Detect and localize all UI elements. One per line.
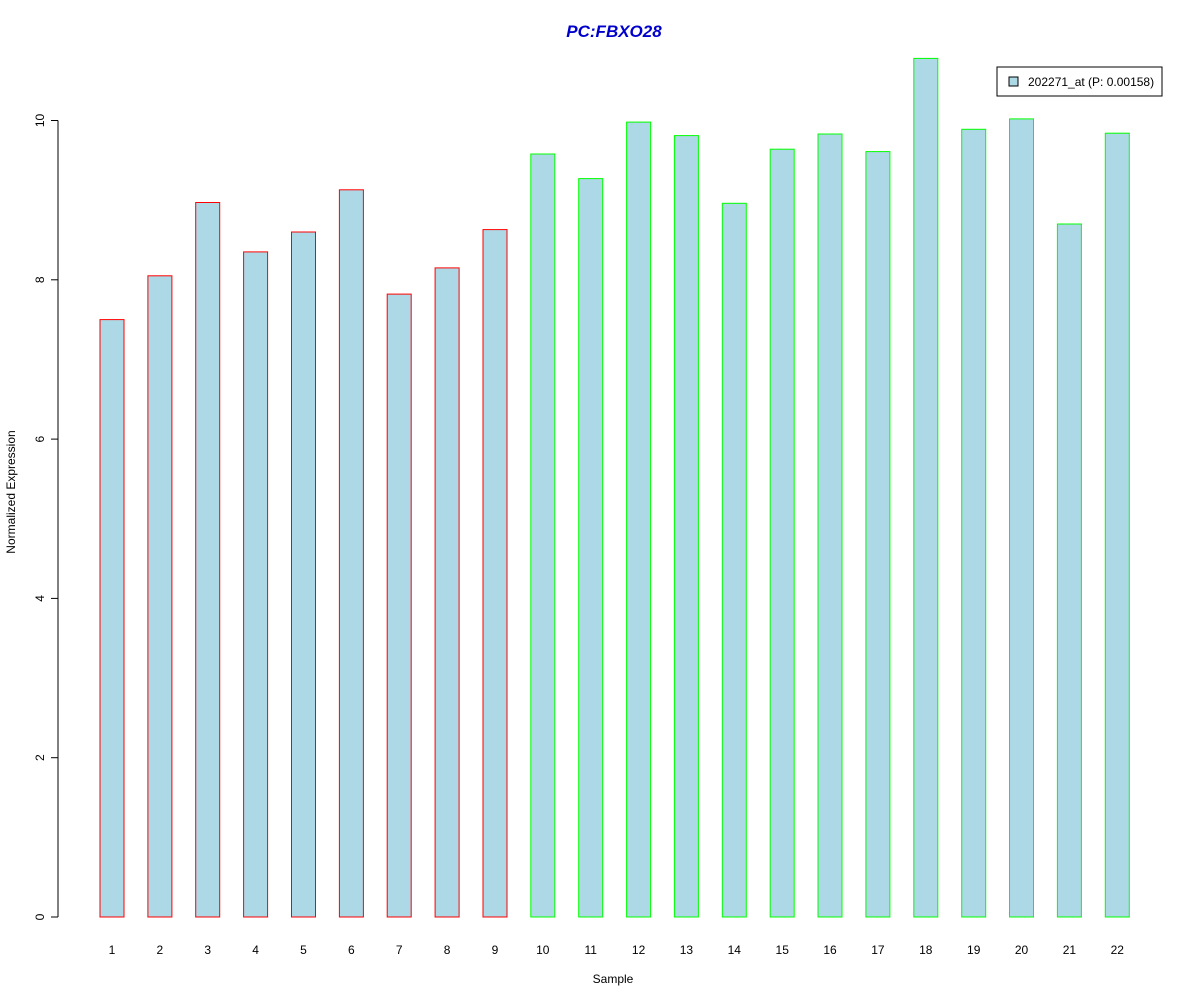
bar-sample-16 [817, 133, 843, 918]
legend-label: 202271_at (P: 0.00158) [1028, 75, 1154, 89]
x-tick-label: 17 [871, 943, 885, 957]
x-tick-label: 21 [1063, 943, 1077, 957]
x-tick-label: 13 [680, 943, 694, 957]
bar-sample-11 [578, 178, 604, 918]
bar-sample-14 [721, 202, 747, 918]
bar-sample-7 [386, 293, 412, 918]
x-tick-label: 14 [728, 943, 742, 957]
bar-sample-20 [1009, 118, 1034, 918]
x-tick-label: 9 [492, 943, 499, 957]
x-tick-label: 2 [157, 943, 164, 957]
x-axis-label: Sample [593, 972, 634, 986]
bars [99, 57, 1130, 918]
x-tick-label: 1 [109, 943, 116, 957]
legend: 202271_at (P: 0.00158) [996, 66, 1163, 97]
y-tick-label: 8 [33, 276, 47, 283]
y-tick-label: 2 [33, 754, 47, 761]
x-tick-label: 18 [919, 943, 933, 957]
x-axis-tick-labels: 1 2 3 4 5 6 7 8 9 10 11 12 13 14 15 16 17 18 19 20 21 22 [109, 943, 1125, 957]
x-tick-label: 15 [776, 943, 790, 957]
bar-sample-5 [291, 231, 316, 918]
x-tick-label: 19 [967, 943, 981, 957]
bar-sample-1 [99, 319, 125, 918]
x-tick-label: 4 [252, 943, 259, 957]
y-tick-label: 6 [33, 435, 47, 442]
x-tick-label: 16 [823, 943, 837, 957]
bar-sample-12 [626, 121, 652, 918]
x-tick-label: 7 [396, 943, 403, 957]
bar-sample-8 [434, 267, 460, 918]
bar-sample-15 [769, 148, 795, 918]
bar-sample-4 [243, 251, 269, 918]
x-tick-label: 12 [632, 943, 646, 957]
bar-sample-10 [530, 153, 556, 918]
y-tick-label: 0 [33, 913, 47, 920]
x-tick-label: 8 [444, 943, 451, 957]
bar-sample-21 [1056, 223, 1082, 918]
x-tick-label: 10 [536, 943, 550, 957]
x-tick-label: 11 [584, 943, 597, 957]
bar-sample-3 [195, 202, 221, 918]
x-tick-label: 22 [1111, 943, 1125, 957]
bar-sample-22 [1104, 132, 1130, 918]
y-axis-label: Normalized Expression [4, 430, 18, 553]
bar-sample-2 [147, 275, 173, 918]
x-tick-label: 5 [300, 943, 307, 957]
x-tick-label: 20 [1015, 943, 1029, 957]
bar-sample-18 [913, 57, 939, 918]
bar-sample-19 [961, 128, 987, 918]
bar-sample-13 [673, 135, 699, 918]
chart-title: PC:FBXO28 [566, 22, 662, 41]
legend-swatch [1008, 76, 1019, 87]
x-tick-label: 3 [204, 943, 211, 957]
y-tick-label: 4 [33, 595, 47, 602]
bar-sample-17 [865, 151, 891, 918]
y-axis: 0 2 4 6 8 10 [33, 114, 59, 920]
legend-box [996, 66, 1163, 97]
bar-sample-6 [338, 189, 364, 918]
x-tick-label: 6 [348, 943, 355, 957]
bar-sample-9 [482, 229, 508, 918]
y-tick-label: 10 [33, 114, 47, 128]
